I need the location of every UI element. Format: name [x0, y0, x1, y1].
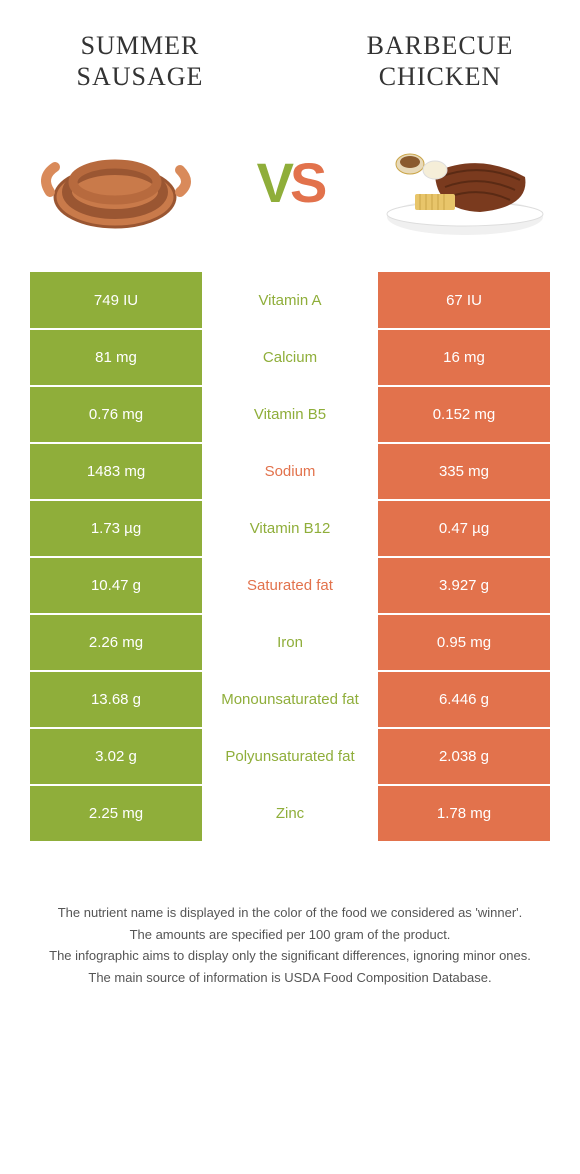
table-row: 1.73 µgVitamin B120.47 µg [30, 500, 550, 557]
nutrient-table: 749 IUVitamin A67 IU81 mgCalcium16 mg0.7… [30, 272, 550, 843]
left-value-cell: 81 mg [30, 329, 202, 386]
right-value-cell: 6.446 g [378, 671, 550, 728]
right-value-cell: 335 mg [378, 443, 550, 500]
nutrient-name-cell: Zinc [202, 785, 378, 842]
right-value-cell: 2.038 g [378, 728, 550, 785]
right-value-cell: 1.78 mg [378, 785, 550, 842]
right-value-cell: 3.927 g [378, 557, 550, 614]
footer-line: The infographic aims to display only the… [30, 946, 550, 966]
left-value-cell: 2.26 mg [30, 614, 202, 671]
table-row: 3.02 gPolyunsaturated fat2.038 g [30, 728, 550, 785]
right-value-cell: 67 IU [378, 272, 550, 329]
nutrient-name-cell: Vitamin A [202, 272, 378, 329]
table-row: 0.76 mgVitamin B50.152 mg [30, 386, 550, 443]
nutrient-name-cell: Vitamin B12 [202, 500, 378, 557]
nutrient-name-cell: Monounsaturated fat [202, 671, 378, 728]
table-row: 13.68 gMonounsaturated fat6.446 g [30, 671, 550, 728]
nutrient-name-cell: Sodium [202, 443, 378, 500]
left-value-cell: 3.02 g [30, 728, 202, 785]
nutrient-name-cell: Saturated fat [202, 557, 378, 614]
right-food-title: Barbecue Chicken [350, 30, 530, 92]
table-row: 10.47 gSaturated fat3.927 g [30, 557, 550, 614]
nutrient-name-cell: Vitamin B5 [202, 386, 378, 443]
nutrient-name-cell: Calcium [202, 329, 378, 386]
nutrient-name-cell: Iron [202, 614, 378, 671]
vs-label: VS [257, 150, 324, 215]
hero-row: VS [0, 102, 580, 272]
left-value-cell: 1.73 µg [30, 500, 202, 557]
table-row: 1483 mgSodium335 mg [30, 443, 550, 500]
left-food-title: Summer Sausage [50, 30, 230, 92]
right-value-cell: 0.95 mg [378, 614, 550, 671]
right-value-cell: 0.152 mg [378, 386, 550, 443]
right-value-cell: 16 mg [378, 329, 550, 386]
vs-s: S [290, 151, 323, 214]
table-row: 749 IUVitamin A67 IU [30, 272, 550, 329]
footer-notes: The nutrient name is displayed in the co… [30, 903, 550, 987]
footer-line: The nutrient name is displayed in the co… [30, 903, 550, 923]
left-value-cell: 2.25 mg [30, 785, 202, 842]
left-value-cell: 0.76 mg [30, 386, 202, 443]
nutrient-name-cell: Polyunsaturated fat [202, 728, 378, 785]
left-value-cell: 749 IU [30, 272, 202, 329]
right-value-cell: 0.47 µg [378, 500, 550, 557]
footer-line: The amounts are specified per 100 gram o… [30, 925, 550, 945]
table-row: 81 mgCalcium16 mg [30, 329, 550, 386]
footer-line: The main source of information is USDA F… [30, 968, 550, 988]
left-food-image [30, 122, 200, 242]
left-value-cell: 1483 mg [30, 443, 202, 500]
table-row: 2.26 mgIron0.95 mg [30, 614, 550, 671]
header: Summer Sausage Barbecue Chicken [0, 0, 580, 102]
table-row: 2.25 mgZinc1.78 mg [30, 785, 550, 842]
right-food-image [380, 122, 550, 242]
left-value-cell: 13.68 g [30, 671, 202, 728]
vs-v: V [257, 151, 290, 214]
left-value-cell: 10.47 g [30, 557, 202, 614]
